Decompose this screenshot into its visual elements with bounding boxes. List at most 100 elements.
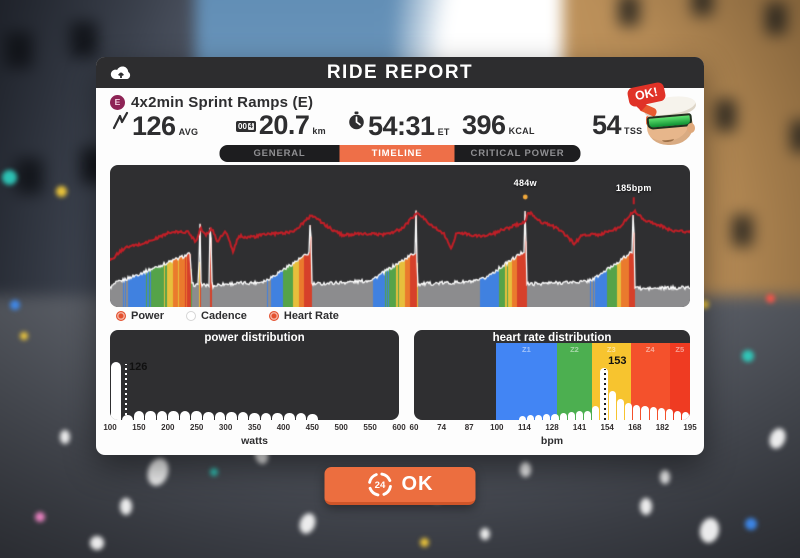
peak-power-annotation: 484w [513, 178, 537, 188]
histogram-bar [295, 413, 307, 420]
report-tabs: GENERAL TIMELINE CRITICAL POWER [219, 145, 581, 162]
stat-distance: 00 4 20.7 km [236, 110, 326, 140]
axis-tick: 100 [103, 423, 117, 432]
tab-timeline[interactable]: TIMELINE [339, 145, 455, 162]
histogram-bar [551, 413, 559, 420]
hr-axis-label: bpm [540, 435, 564, 447]
hr-distribution-title: heart rate distribution [492, 332, 612, 344]
rider-face [639, 93, 698, 149]
axis-tick: 200 [161, 423, 175, 432]
histogram-bar [657, 407, 665, 420]
power-distribution-section: power distribution 126 100 150 200 250 300 35… [103, 330, 406, 447]
axis-tick: 100 [490, 423, 504, 432]
histogram-bar [633, 404, 641, 420]
average-marker-line [125, 364, 128, 420]
ride-title: 4x2min Sprint Ramps (E) [131, 94, 314, 111]
histogram-bar [145, 410, 156, 420]
histogram-bar [168, 411, 179, 420]
axis-tick: 550 [363, 423, 377, 432]
peak-hr-annotation: 185bpm [615, 183, 652, 193]
histogram-bar [214, 412, 226, 420]
ride-report-card: RIDE REPORT E 4x2min Sprint Ramps (E) 12… [96, 57, 704, 455]
histogram-bar [260, 413, 272, 420]
histogram-bar [122, 414, 133, 420]
radio-selected-icon [268, 311, 279, 321]
timeline-legend: Power Cadence Heart Rate [116, 310, 339, 322]
hr-zone-band-z5: Z5 [669, 343, 690, 420]
axis-tick: 400 [276, 423, 291, 432]
legend-power[interactable]: Power [116, 310, 164, 322]
axis-tick: 128 [545, 423, 559, 432]
radio-unselected-icon [186, 311, 197, 321]
average-marker-line [604, 368, 607, 420]
axis-tick: 154 [600, 423, 614, 432]
axis-tick: 168 [628, 423, 642, 432]
svg-text:24: 24 [375, 480, 386, 491]
axis-tick: 500 [334, 423, 348, 432]
average-marker-label: 126 [129, 360, 148, 373]
histogram-bar [592, 406, 600, 420]
axis-tick: 250 [190, 423, 204, 432]
legend-cadence[interactable]: Cadence [186, 310, 247, 322]
axis-tick: 74 [437, 423, 447, 432]
zone-label: Z4 [645, 345, 655, 354]
histogram-bar [649, 407, 657, 420]
histogram-bar [249, 413, 260, 420]
stat-calories: 396 KCAL [462, 110, 535, 140]
histogram-bar [191, 411, 202, 420]
hr-distribution-section: heart rate distribution Z1 Z2 Z3 Z4 Z5 153 60… [410, 330, 697, 447]
zone-label: Z2 [570, 345, 579, 354]
ok-button-label: OK [401, 473, 434, 495]
histogram-bars [110, 334, 318, 420]
hr-zone-band-z1: Z1 [495, 343, 558, 420]
axis-tick: 182 [655, 423, 670, 432]
axis-tick: 600 [392, 423, 406, 432]
histogram-bar [133, 411, 145, 420]
ride-report-header: RIDE REPORT [96, 57, 704, 88]
zone-label: Z1 [522, 345, 531, 354]
histogram-bar [283, 413, 295, 420]
histogram-bar [110, 361, 122, 420]
histogram-bar [156, 410, 168, 420]
stat-avg-power: 126 AVG [112, 111, 198, 140]
axis-tick: 141 [572, 423, 587, 432]
axis-tick: 300 [218, 423, 233, 432]
timeline-chart[interactable]: 484w 185bpm [110, 165, 690, 307]
histogram-bar [674, 410, 682, 420]
histogram-bar [600, 368, 608, 420]
histogram-bar [226, 412, 237, 420]
histogram-bar [575, 411, 584, 420]
stat-tss: 54 TSS ! [592, 111, 656, 139]
page-title: RIDE REPORT [326, 62, 474, 83]
event-badge: E [110, 95, 125, 110]
zone-label: Z5 [675, 345, 685, 354]
histogram-bar [584, 410, 592, 420]
histogram-bar [616, 399, 624, 420]
hr-zone-band-z2: Z2 [557, 343, 592, 420]
clock-icon [348, 111, 365, 135]
legend-heart-rate[interactable]: Heart Rate [268, 310, 339, 322]
histogram-bar [543, 413, 551, 420]
histogram-bar [608, 390, 616, 420]
odometer-icon: 00 4 [236, 121, 256, 132]
ride-title-row: E 4x2min Sprint Ramps (E) [110, 94, 313, 111]
axis-tick: 350 [247, 423, 262, 432]
histogram-bar [179, 411, 191, 420]
ok-button[interactable]: 24 OK [324, 467, 476, 505]
zone-label: Z3 [606, 345, 616, 354]
power-axis-label: watts [241, 435, 268, 447]
power-distribution-title: power distribution [204, 332, 305, 344]
histogram-bar [272, 413, 283, 420]
axis-tick: 87 [464, 423, 474, 432]
histogram-bar [559, 413, 567, 420]
axis-tick: 450 [305, 423, 319, 432]
tab-critical-power[interactable]: CRITICAL POWER [454, 145, 581, 162]
power-distribution-chart: power distribution 126 [110, 330, 399, 420]
histogram-bars [518, 334, 690, 420]
histogram-bar [203, 412, 214, 420]
axis-tick: 150 [132, 423, 146, 432]
lightning-icon [112, 111, 129, 135]
tab-general[interactable]: GENERAL [219, 145, 340, 162]
histogram-bar [535, 414, 543, 420]
histogram-bar [307, 413, 318, 420]
